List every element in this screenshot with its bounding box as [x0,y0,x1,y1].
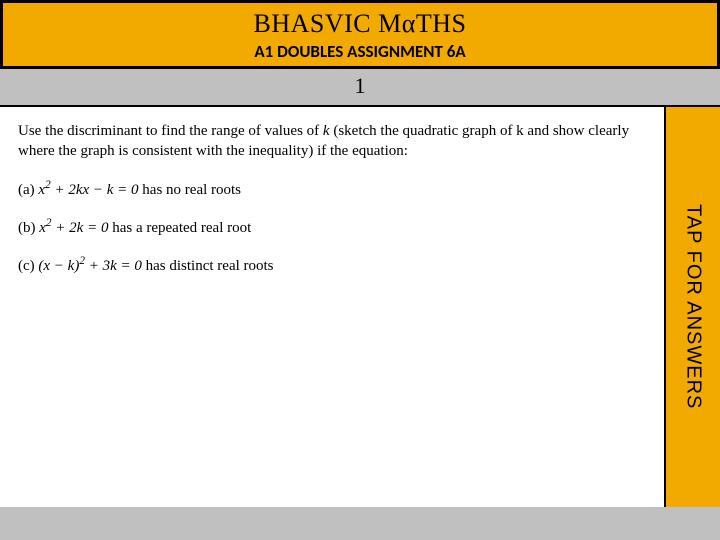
part-equation: (x − k)2 + 3k = 0 [38,258,141,274]
part-c: (c) (x − k)2 + 3k = 0 has distinct real … [18,256,646,276]
page-title: BHASVIC MαTHS [3,9,717,39]
main-area: Use the discriminant to find the range o… [0,105,720,507]
question-number-bar: 1 [0,69,720,105]
answers-tab-label: TAP FOR ANSWERS [682,204,705,409]
part-label: (b) [18,220,36,236]
question-number: 1 [355,73,366,98]
part-condition: has no real roots [142,182,241,198]
question-intro: Use the discriminant to find the range o… [18,121,646,162]
part-a: (a) x2 + 2kx − k = 0 has no real roots [18,180,646,200]
part-b: (b) x2 + 2k = 0 has a repeated real root [18,218,646,238]
part-label: (c) [18,258,35,274]
part-equation: x2 + 2kx − k = 0 [38,182,138,198]
part-condition: has a repeated real root [112,220,251,236]
part-condition: has distinct real roots [146,258,274,274]
answers-tab[interactable]: TAP FOR ANSWERS [664,107,720,507]
part-label: (a) [18,182,35,198]
page-subtitle: A1 DOUBLES ASSIGNMENT 6A [3,41,717,62]
header-bar: BHASVIC MαTHS A1 DOUBLES ASSIGNMENT 6A [0,0,720,69]
part-equation: x2 + 2k = 0 [39,220,108,236]
question-content: Use the discriminant to find the range o… [0,107,664,507]
